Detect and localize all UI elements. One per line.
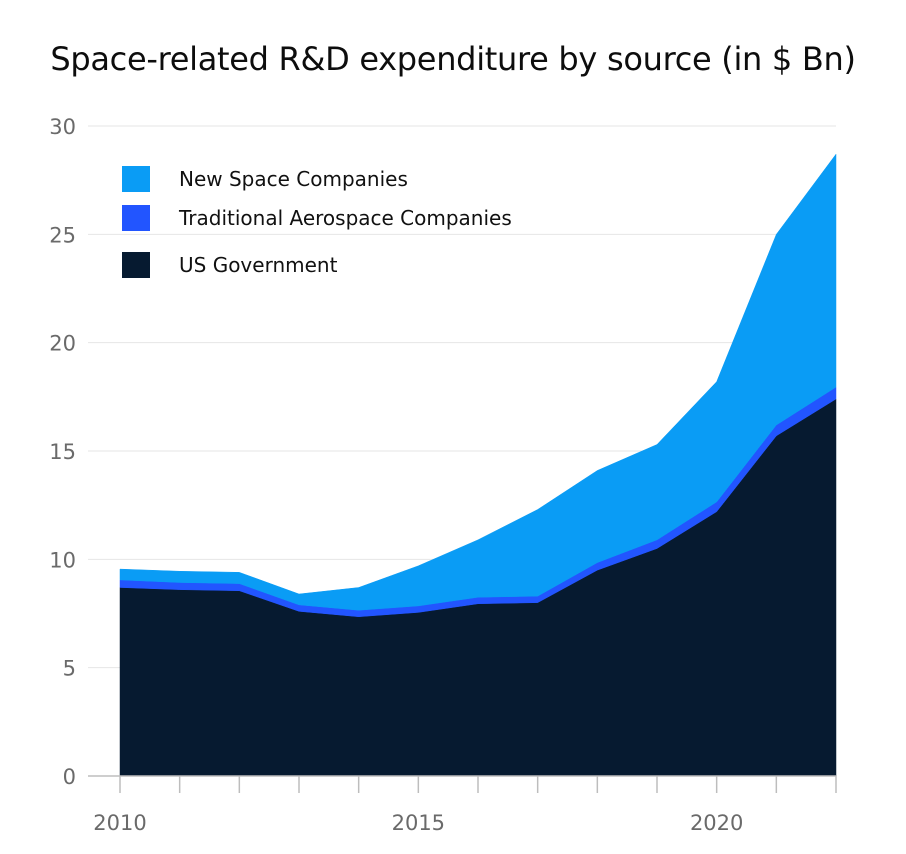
y-tick-label-5: 5 <box>63 657 76 681</box>
legend-swatch-new-space-companies <box>122 166 150 192</box>
x-tick-label-2015: 2015 <box>392 811 445 835</box>
area-series <box>119 153 837 777</box>
y-tick-label-30: 30 <box>49 115 76 139</box>
y-tick-label-15: 15 <box>49 440 76 464</box>
y-tick-label-0: 0 <box>63 765 76 789</box>
x-tick-label-2010: 2010 <box>93 811 146 835</box>
axes: 0 5 10 15 20 25 30 2010 2015 2020 <box>49 115 837 835</box>
y-tick-label-25: 25 <box>49 223 76 247</box>
x-tick-label-2020: 2020 <box>690 811 743 835</box>
legend-label-traditional-aerospace-companies: Traditional Aerospace Companies <box>178 206 512 230</box>
y-tick-label-20: 20 <box>49 332 76 356</box>
legend-swatch-us-government <box>122 252 150 278</box>
legend-label-new-space-companies: New Space Companies <box>179 167 408 191</box>
legend-swatch-traditional-aerospace-companies <box>122 205 150 231</box>
area-new-space-companies <box>119 153 837 611</box>
y-tick-label-10: 10 <box>49 548 76 572</box>
chart-title: Space-related R&D expenditure by source … <box>50 40 856 78</box>
legend-label-us-government: US Government <box>179 253 338 277</box>
legend: New Space Companies Traditional Aerospace… <box>122 166 512 278</box>
